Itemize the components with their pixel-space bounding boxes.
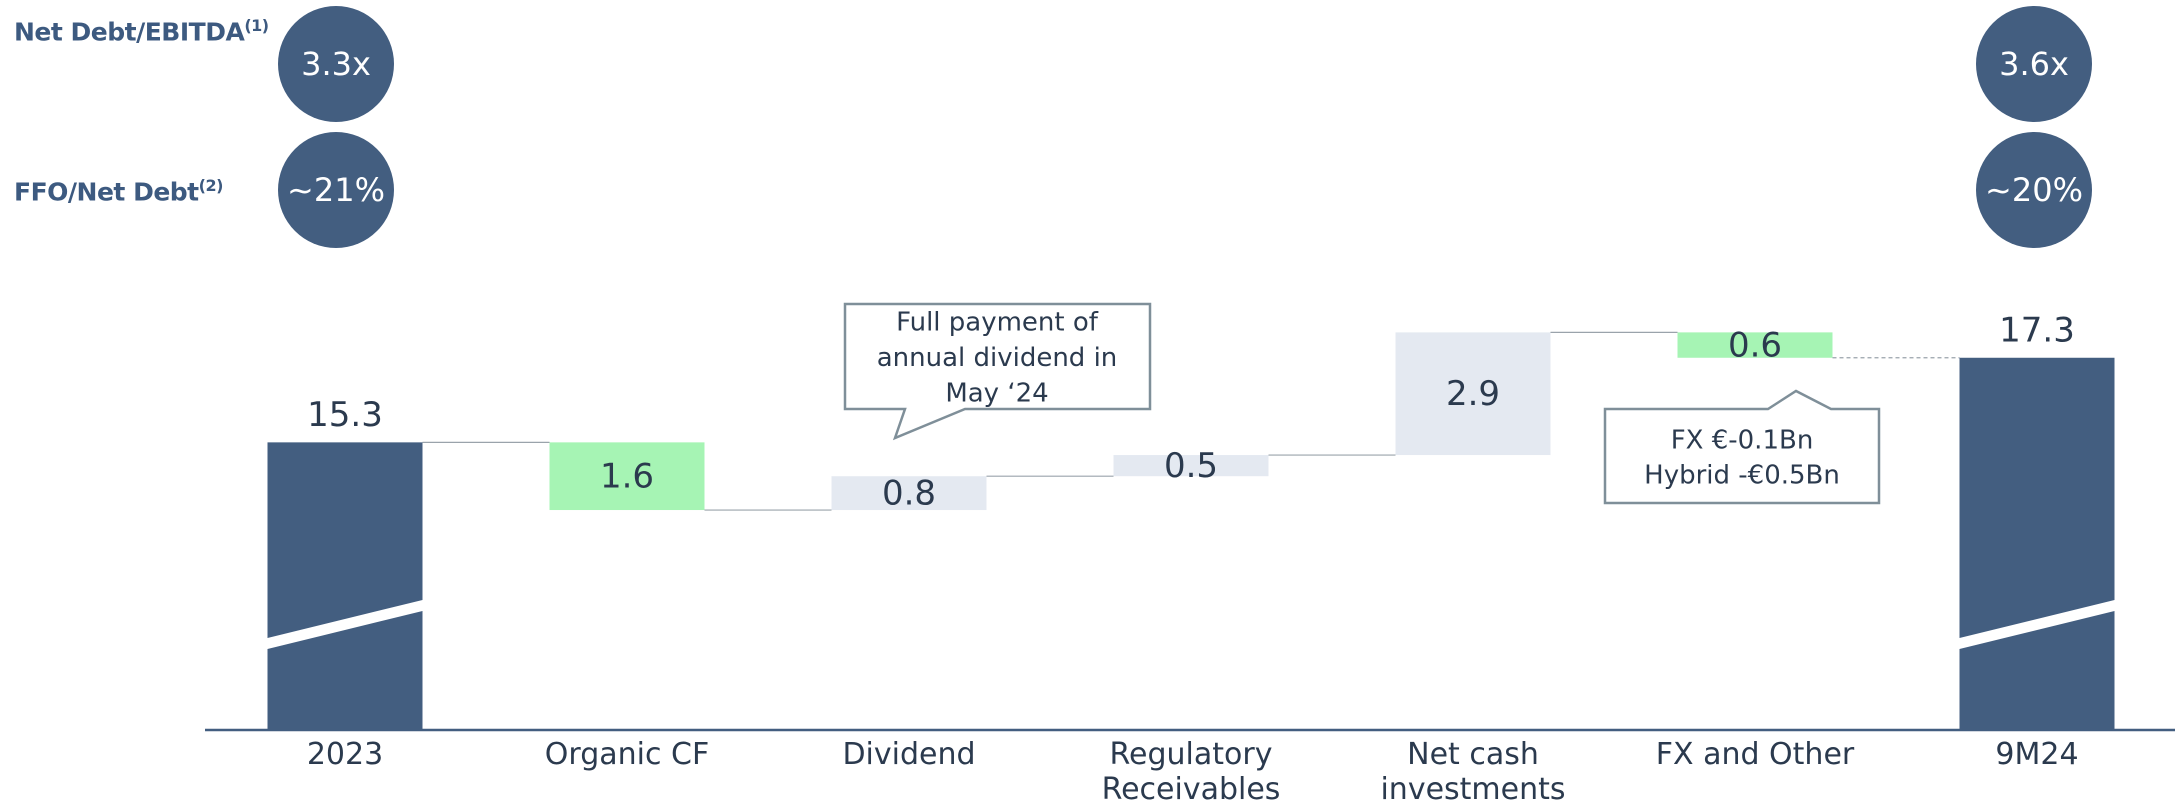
x-tick-label: Organic CF [544,737,710,772]
metric-label: FFO/Net Debt(2) [14,176,223,207]
callout-box [1603,389,1881,505]
bar [1677,332,1833,358]
annotation: annual dividend in [877,343,1118,373]
bar [549,442,705,511]
metric-value: 3.6x [1999,45,2069,83]
annotation: May ‘24 [945,379,1048,409]
axis-break [1959,600,2115,649]
metric-label: Net Debt/EBITDA(1) [14,16,269,47]
annotation: FX €-0.1Bn [1671,426,1814,456]
x-tick-label: 9M24 [1995,737,2079,772]
bar [1113,455,1269,477]
metric-circle [1976,132,2092,248]
x-tick-label: Dividend [842,737,976,772]
bar [831,476,987,511]
bar [1959,357,2115,730]
footnote: (2) [198,176,224,195]
value-label: 0.8 [882,474,936,514]
metric-value: ~21% [287,171,385,209]
metric-circle [278,6,394,122]
value-label: 1.6 [600,457,654,497]
x-tick-label: Net cash investments [1380,737,1566,807]
callout-box [843,302,1152,441]
annotation: Hybrid -€0.5Bn [1644,461,1840,491]
value-label: 2.9 [1446,374,1500,414]
x-tick-label: FX and Other [1655,737,1855,772]
metric-value: ~20% [1985,171,2083,209]
value-label: 0.5 [1164,446,1218,486]
value-label: 17.3 [1999,310,2075,350]
metric-name: FFO/Net Debt [14,177,199,207]
x-tick-label: 2023 [306,737,384,772]
axis-break [267,600,423,649]
x-tick-label: Regulatory Receivables [1101,737,1281,807]
bar [267,442,423,730]
annotation: Full payment of [896,308,1099,338]
bar [1395,332,1551,456]
metric-circle [1976,6,2092,122]
metric-name: Net Debt/EBITDA [14,17,245,47]
value-label: 15.3 [307,395,383,435]
value-label: 0.6 [1728,326,1782,366]
metric-circle [278,132,394,248]
metric-value: 3.3x [301,45,371,83]
footnote: (1) [244,16,269,35]
